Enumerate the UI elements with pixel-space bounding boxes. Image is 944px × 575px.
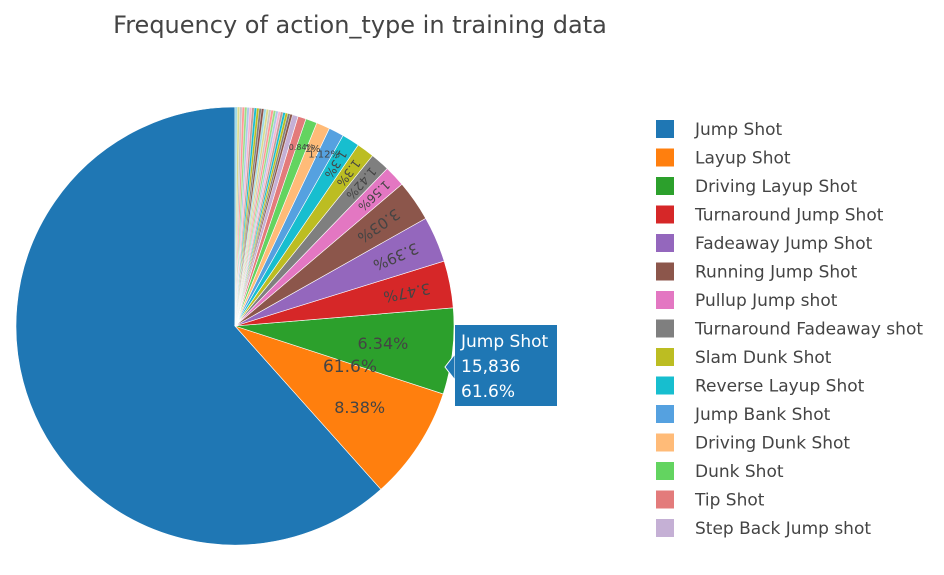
legend-swatch	[656, 490, 674, 509]
tooltip-percent: 61.6%	[461, 382, 515, 402]
legend-item-jump-bank-shot[interactable]: Jump Bank Shot	[656, 405, 831, 425]
legend-swatch	[656, 262, 674, 281]
legend-swatch	[656, 348, 674, 366]
legend-label: Slam Dunk Shot	[695, 348, 832, 368]
legend-swatch	[656, 376, 674, 395]
legend-item-pullup-jump-shot[interactable]: Pullup Jump shot	[656, 291, 838, 311]
slice-label-layup-shot: 8.38%	[334, 398, 385, 417]
legend-label: Reverse Layup Shot	[695, 377, 865, 397]
pie-slices	[15, 106, 455, 546]
legend-item-layup-shot[interactable]: Layup Shot	[656, 148, 791, 169]
legend-item-fadeaway-jump-shot[interactable]: Fadeaway Jump Shot	[656, 234, 873, 254]
legend-label: Jump Bank Shot	[694, 405, 831, 425]
tooltip-box	[455, 325, 557, 406]
legend-label: Layup Shot	[695, 149, 791, 169]
slice-label-jump-bank-shot: 1.12%	[308, 150, 340, 161]
tooltip-label: Jump Shot	[460, 332, 549, 352]
hover-tooltip: Jump Shot 15,836 61.6%	[444, 325, 557, 406]
chart-title: Frequency of action_type in training dat…	[113, 11, 607, 39]
legend-label: Tip Shot	[694, 491, 765, 511]
legend-swatch	[656, 291, 674, 309]
slice-label-driving-dunk-shot: 1%	[305, 144, 321, 155]
legend-swatch	[656, 120, 674, 138]
slice-label-dunk-shot: 0.84%	[289, 143, 315, 152]
legend-item-turnaround-fadeaway-shot[interactable]: Turnaround Fadeaway shot	[656, 319, 923, 340]
legend-swatch	[656, 148, 674, 167]
legend-item-jump-shot[interactable]: Jump Shot	[656, 120, 783, 140]
legend-swatch	[656, 319, 674, 338]
legend-swatch	[656, 519, 674, 537]
pie-slice-jump-shot[interactable]	[15, 106, 382, 546]
legend-item-driving-dunk-shot[interactable]: Driving Dunk Shot	[656, 433, 850, 454]
legend-item-reverse-layup-shot[interactable]: Reverse Layup Shot	[656, 376, 865, 397]
legend-label: Jump Shot	[694, 120, 783, 140]
legend-label: Turnaround Fadeaway shot	[694, 320, 923, 340]
legend-item-running-jump-shot[interactable]: Running Jump Shot	[656, 262, 858, 283]
tooltip-value: 15,836	[461, 357, 520, 377]
legend-item-dunk-shot[interactable]: Dunk Shot	[656, 462, 784, 482]
legend-swatch	[656, 433, 674, 452]
legend-label: Step Back Jump shot	[695, 519, 871, 539]
legend-label: Pullup Jump shot	[695, 291, 838, 311]
pie-slice-layup-shot[interactable]	[234, 325, 444, 490]
legend-item-turnaround-jump-shot[interactable]: Turnaround Jump Shot	[656, 205, 884, 226]
legend-label: Dunk Shot	[695, 462, 784, 482]
legend-item-step-back-jump-shot[interactable]: Step Back Jump shot	[656, 519, 871, 539]
legend-label: Driving Layup Shot	[695, 177, 857, 197]
legend-item-slam-dunk-shot[interactable]: Slam Dunk Shot	[656, 348, 832, 368]
slice-label-jump-shot: 61.6%	[323, 357, 377, 377]
legend-swatch	[656, 462, 674, 480]
legend-item-driving-layup-shot[interactable]: Driving Layup Shot	[656, 177, 857, 197]
legend-item-tip-shot[interactable]: Tip Shot	[656, 490, 765, 511]
legend-swatch	[656, 405, 674, 423]
legend-label: Fadeaway Jump Shot	[695, 234, 873, 254]
slice-label-driving-layup-shot: 6.34%	[358, 334, 409, 353]
legend-label: Turnaround Jump Shot	[694, 206, 884, 226]
legend-swatch	[656, 177, 674, 195]
pie-slice-minor-24[interactable]	[234, 106, 238, 327]
legend-label: Running Jump Shot	[695, 263, 858, 283]
legend-swatch	[656, 205, 674, 224]
legend: Jump Shot Layup Shot Driving Layup Shot Tur…	[656, 120, 923, 539]
legend-swatch	[656, 234, 674, 252]
legend-label: Driving Dunk Shot	[695, 434, 850, 454]
